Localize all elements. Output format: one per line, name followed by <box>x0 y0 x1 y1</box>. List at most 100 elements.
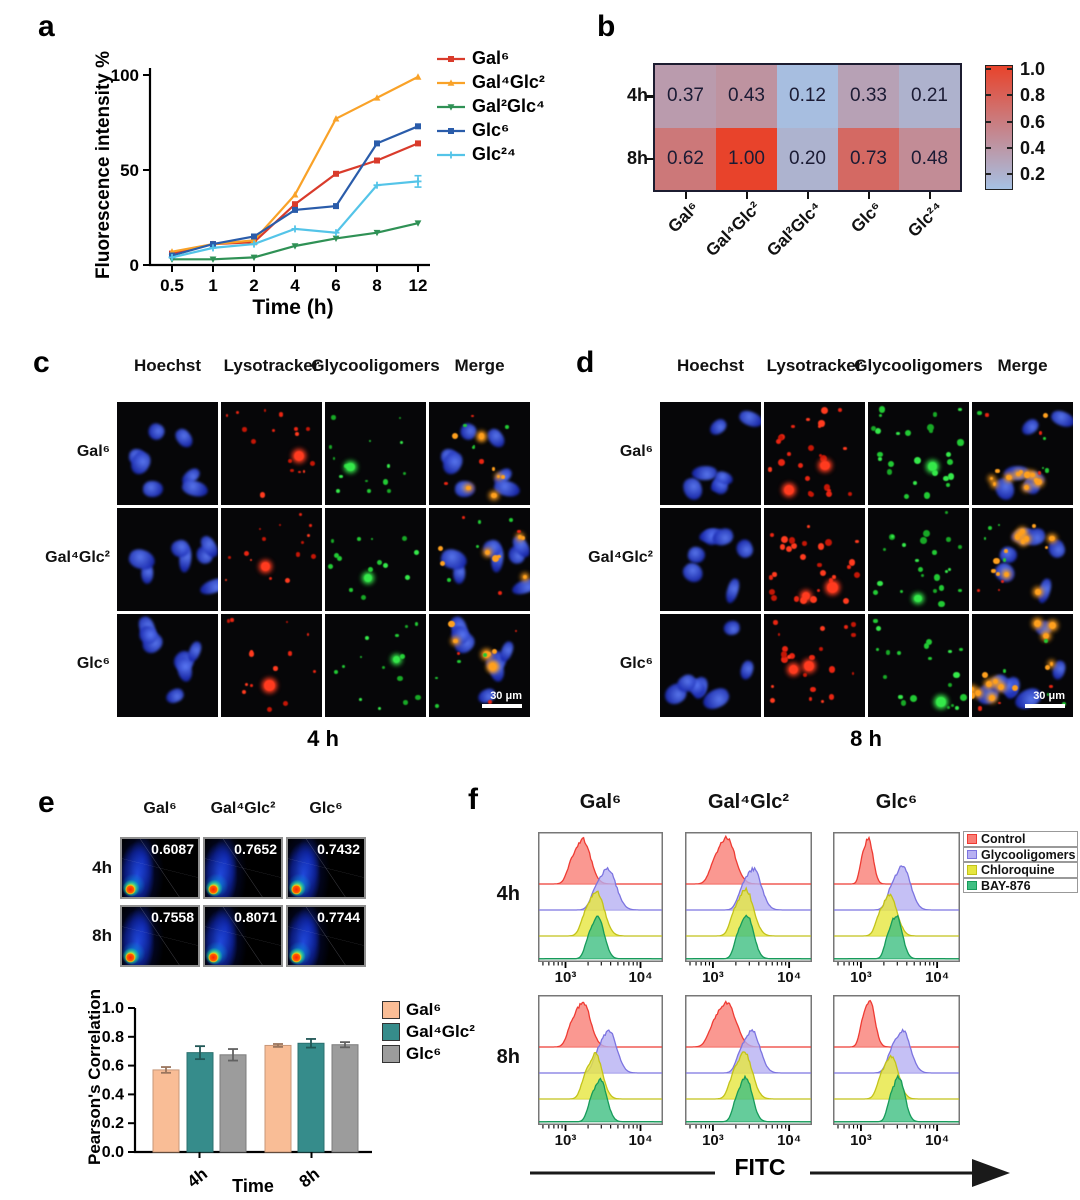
fluorescent-speck <box>434 676 438 680</box>
nucleus-blob <box>713 469 735 487</box>
fluorescent-speck <box>768 588 776 596</box>
flow-x-tick-label: 10³ <box>554 969 577 986</box>
fluorescent-speck <box>953 671 960 679</box>
fluorescent-speck <box>249 683 253 687</box>
marker-triangle-down <box>291 243 299 250</box>
fluorescent-speck <box>851 672 855 675</box>
fluorescent-speck <box>404 624 408 628</box>
colorbar-tick-label: 0.4 <box>1020 137 1046 158</box>
fluorescent-speck <box>977 589 980 592</box>
marker-square <box>448 55 454 62</box>
marker-triangle-down <box>414 220 422 227</box>
micro-header-hoechst: Hoechst <box>676 356 745 375</box>
fluorescent-speck <box>382 479 388 485</box>
panel-a-x-axis-label: Time (h) <box>252 296 334 319</box>
fluorescent-speck <box>1045 665 1051 671</box>
panel-b-label: b <box>597 10 616 43</box>
flow-histogram-4h-Gal⁴Glc² <box>685 832 812 968</box>
fluorescent-speck <box>938 600 945 607</box>
fluorescent-speck <box>926 639 933 646</box>
fluorescent-speck <box>1017 531 1022 536</box>
fluorescent-speck <box>804 661 814 671</box>
nucleus-blob <box>711 476 729 495</box>
fluorescent-speck <box>1038 431 1043 436</box>
fluorescent-speck <box>278 523 282 527</box>
nucleus-blob <box>135 614 159 643</box>
fluorescent-speck <box>397 675 403 681</box>
density-row-label: 4h <box>92 858 112 877</box>
nucleus-blob <box>453 563 467 585</box>
fluorescent-speck <box>932 550 937 555</box>
nucleus-blob <box>145 421 167 443</box>
marker-triangle <box>447 78 455 86</box>
fluorescent-speck <box>817 425 822 429</box>
nucleus-blob <box>491 466 515 488</box>
fluorescent-speck <box>336 488 341 494</box>
micro-cell-d-r1-merge <box>972 508 1073 611</box>
fluorescent-speck <box>914 594 922 603</box>
fluorescent-speck <box>312 669 317 674</box>
nucleus-blob <box>170 647 198 675</box>
marker-triangle <box>250 236 258 244</box>
fluorescent-speck <box>1023 536 1030 542</box>
density-col-header: Gal⁶ <box>143 800 177 817</box>
panel-c-caption: 4 h <box>307 726 339 751</box>
micro-cell-c-r0-lysotracker <box>221 402 322 505</box>
fluorescent-speck <box>414 550 420 556</box>
heatmap-cell: 0.73 <box>838 127 899 190</box>
fluorescent-speck <box>777 458 785 466</box>
fluorescent-speck <box>959 647 963 652</box>
fluorescent-speck <box>447 578 452 583</box>
fluorescent-speck <box>501 475 505 479</box>
heatmap-cell: 0.62 <box>655 127 716 190</box>
fluorescent-speck <box>874 427 882 435</box>
fluorescent-speck <box>853 571 860 578</box>
fluorescent-speck <box>819 454 827 462</box>
micro-header-glycooligomers: Glycooligomers <box>311 356 440 375</box>
fluorescent-speck <box>801 592 810 601</box>
legend-marker-icon <box>437 55 465 62</box>
fluorescent-speck <box>923 492 931 499</box>
fluorescent-speck <box>821 699 825 703</box>
ridge-line-Chloroquine <box>834 893 959 937</box>
micro-cell-d-r0-merge <box>972 402 1073 505</box>
fluorescent-speck <box>1048 622 1056 630</box>
fluorescent-speck <box>1000 579 1005 584</box>
flow-x-tick-label: 10⁴ <box>925 969 950 986</box>
fluorescent-speck <box>508 517 514 523</box>
flow-x-tick-label: 10⁴ <box>628 1132 653 1149</box>
ridge-fill-BAY-876 <box>834 1075 959 1122</box>
fluorescent-speck <box>837 408 842 413</box>
fluorescent-speck <box>789 537 796 544</box>
nucleus-blob <box>973 680 1002 708</box>
fluorescent-speck <box>293 426 299 432</box>
heatmap-col-tick <box>867 192 870 199</box>
fluorescent-speck <box>514 629 517 632</box>
x-tick-label: 12 <box>409 276 428 295</box>
fluorescent-speck <box>483 652 488 657</box>
fluorescent-speck <box>875 647 879 651</box>
nucleus-blob <box>198 576 218 598</box>
colorbar-tick <box>1007 146 1012 149</box>
nucleus-blob <box>1022 525 1048 548</box>
fluorescent-speck <box>264 679 276 691</box>
fluorescent-speck <box>398 416 402 420</box>
fluorescent-speck <box>298 470 302 474</box>
nucleus-blob <box>685 544 707 565</box>
fluorescent-speck <box>877 451 883 458</box>
flow-x-tick-label: 10⁴ <box>777 969 802 986</box>
ridge-fill-BAY-876 <box>686 915 811 959</box>
fluorescent-speck <box>810 596 818 603</box>
fluorescent-speck <box>928 657 932 661</box>
heatmap-cell: 0.37 <box>655 65 716 128</box>
fluorescent-speck <box>887 460 895 467</box>
marker-square <box>374 140 380 147</box>
fluorescent-speck <box>806 417 810 422</box>
fluorescent-speck <box>1016 471 1021 477</box>
nucleus-blob <box>986 671 1012 695</box>
flow-col-header: Gal⁴Glc² <box>707 791 790 813</box>
nucleus-blob <box>446 622 472 648</box>
ridge-fill-BAY-876 <box>539 916 662 959</box>
y-tick-label: 0.6 <box>102 1058 124 1075</box>
